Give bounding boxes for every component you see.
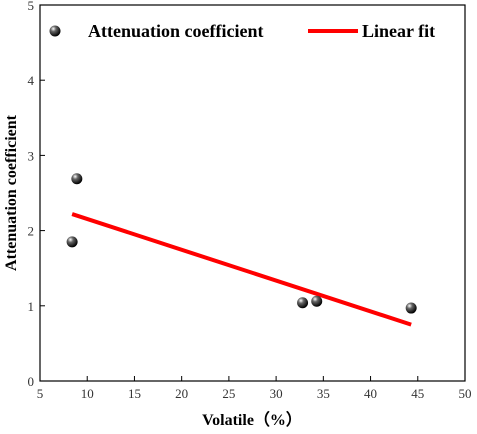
y-tick-label: 0 — [28, 374, 35, 389]
x-tick-label: 15 — [128, 386, 141, 401]
x-tick-label: 5 — [37, 386, 44, 401]
y-axis-ticks: 0 1 2 3 4 5 — [28, 0, 45, 389]
x-tick-label: 50 — [459, 386, 472, 401]
legend: Attenuation coefficient Linear fit — [49, 21, 435, 41]
linear-fit-line — [71, 212, 412, 327]
x-axis-title: Volatile（%） — [202, 411, 302, 429]
data-point — [297, 297, 309, 309]
legend-fit-label: Linear fit — [362, 21, 435, 41]
x-axis-ticks: 5 10 15 20 25 30 35 40 45 50 — [37, 376, 472, 401]
y-axis-title: Attenuation coefficient — [3, 114, 20, 271]
y-tick-label: 4 — [28, 73, 35, 88]
x-tick-label: 40 — [364, 386, 377, 401]
data-point — [66, 236, 78, 248]
plot-frame — [39, 4, 466, 382]
legend-scatter-label: Attenuation coefficient — [88, 21, 263, 41]
legend-scatter-marker — [49, 25, 61, 37]
x-tick-label: 25 — [222, 386, 235, 401]
data-point — [71, 173, 83, 185]
x-tick-label: 20 — [175, 386, 188, 401]
x-tick-label: 10 — [81, 386, 94, 401]
data-point — [311, 295, 323, 307]
linear-fit-layer — [71, 212, 412, 327]
y-tick-label: 2 — [28, 224, 35, 239]
x-tick-label: 45 — [411, 386, 424, 401]
x-tick-label: 30 — [270, 386, 283, 401]
y-tick-label: 5 — [28, 0, 35, 13]
y-tick-label: 1 — [28, 299, 35, 314]
y-tick-label: 3 — [28, 148, 35, 163]
x-tick-label: 35 — [317, 386, 330, 401]
data-point — [405, 302, 417, 314]
scatter-points — [66, 173, 417, 314]
